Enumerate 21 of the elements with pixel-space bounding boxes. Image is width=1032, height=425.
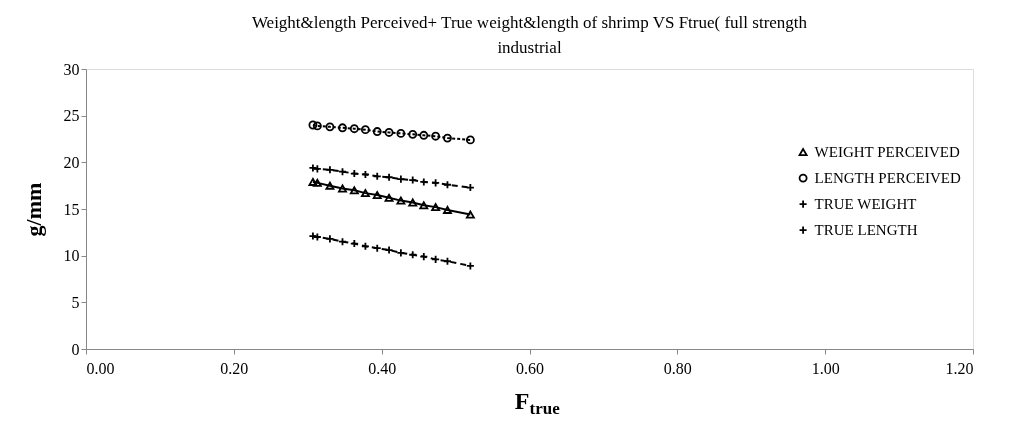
text: Weight&length Perceived+ True weight&length of shrimp VS Ftrue( full strength [251,13,808,32]
legend-label: TRUE WEIGHT [814,196,917,213]
y-tick-label: 5 [71,293,80,311]
x-tick-label: 1.20 [945,359,974,377]
y-axis-title: g/mm [20,182,46,237]
y-tick-label: 0 [71,340,80,358]
text: industrial [497,38,562,57]
y-tick-label: 20 [63,153,80,171]
y-tick-label: 25 [63,107,80,125]
y-tick-label: 10 [63,247,80,265]
y-tick-label: 15 [63,200,80,218]
legend-label: TRUE LENGTH [814,222,918,239]
legend-label: WEIGHT PERCEIVED [814,144,960,161]
x-tick-label: 0.60 [516,359,544,377]
y-tick-label: 30 [63,60,80,78]
x-tick-label: 0.00 [86,359,115,377]
x-tick-label: 0.40 [368,359,397,377]
x-tick-label: 0.80 [663,359,692,377]
x-tick-label: 1.00 [811,359,840,377]
x-tick-label: 0.20 [220,359,249,377]
legend-label: LENGTH PERCEIVED [814,170,961,187]
